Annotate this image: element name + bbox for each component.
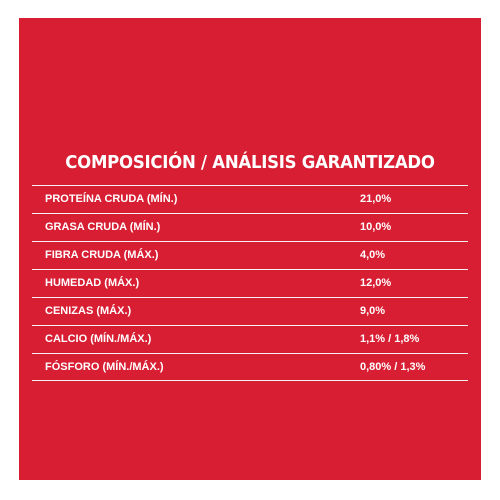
row-value-ash: 9,0% [360, 305, 386, 317]
table-row: CALCIO (MÍN./MÁX.) 1,1% / 1,8% [32, 325, 468, 353]
row-value-moisture: 12,0% [360, 277, 392, 289]
row-label-phosphorus: FÓSFORO (MÍN./MÁX.) [45, 361, 164, 373]
row-value-calcium: 1,1% / 1,8% [360, 333, 420, 345]
row-label-fiber: FIBRA CRUDA (MÁX.) [45, 249, 159, 261]
row-label-calcium: CALCIO (MÍN./MÁX.) [45, 333, 152, 345]
panel-title: COMPOSICIÓN / ANÁLISIS GARANTIZADO [65, 152, 435, 173]
table-row: GRASA CRUDA (MÍN.) 10,0% [32, 213, 468, 241]
nutrition-panel: COMPOSICIÓN / ANÁLISIS GARANTIZADO PROTE… [19, 18, 481, 480]
row-label-ash: CENIZAS (MÁX.) [45, 305, 132, 317]
row-value-fat: 10,0% [360, 221, 392, 233]
table-row: FIBRA CRUDA (MÁX.) 4,0% [32, 241, 468, 269]
table-row: FÓSFORO (MÍN./MÁX.) 0,80% / 1,3% [32, 353, 468, 381]
row-label-moisture: HUMEDAD (MÁX.) [45, 277, 140, 289]
table-row: CENIZAS (MÁX.) 9,0% [32, 297, 468, 325]
analysis-table: PROTEÍNA CRUDA (MÍN.) 21,0% GRASA CRUDA … [32, 185, 468, 381]
table-row: PROTEÍNA CRUDA (MÍN.) 21,0% [32, 185, 468, 213]
row-value-phosphorus: 0,80% / 1,3% [360, 361, 426, 373]
row-label-protein: PROTEÍNA CRUDA (MÍN.) [45, 193, 178, 205]
row-value-fiber: 4,0% [360, 249, 386, 261]
row-value-protein: 21,0% [360, 193, 392, 205]
row-label-fat: GRASA CRUDA (MÍN.) [45, 221, 161, 233]
table-row: HUMEDAD (MÁX.) 12,0% [32, 269, 468, 297]
